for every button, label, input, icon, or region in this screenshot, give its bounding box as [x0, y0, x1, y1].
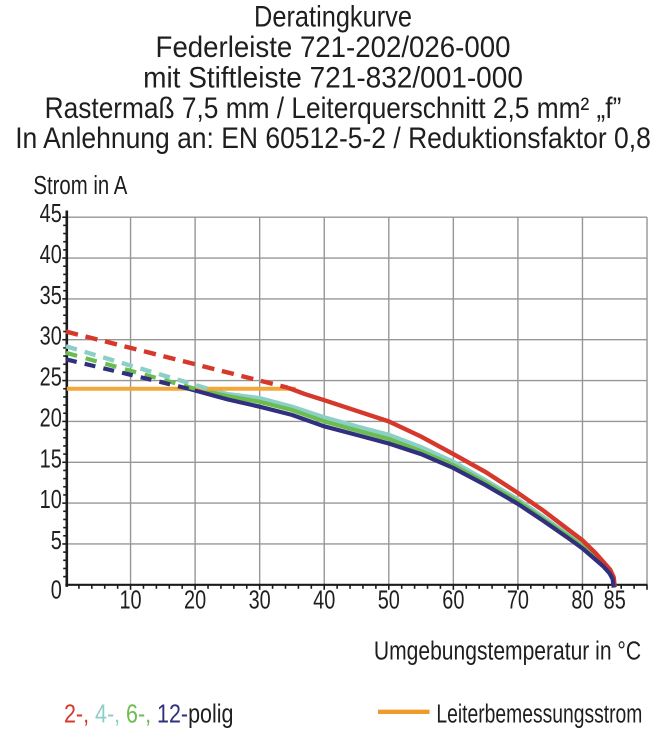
svg-text:Strom in A: Strom in A — [33, 171, 127, 200]
svg-text:25: 25 — [40, 362, 62, 391]
svg-text:35: 35 — [40, 280, 62, 309]
svg-text:10: 10 — [40, 485, 62, 514]
svg-text:Leiterbemessungsstrom: Leiterbemessungsstrom — [436, 700, 642, 728]
svg-text:20: 20 — [40, 403, 62, 432]
svg-text:60: 60 — [442, 585, 464, 614]
svg-text:mit Stiftleiste 721-832/001-00: mit Stiftleiste 721-832/001-000 — [143, 62, 523, 95]
svg-text:Rastermaß 7,5 mm / Leiterquers: Rastermaß 7,5 mm / Leiterquerschnitt 2,5… — [45, 91, 622, 124]
svg-text:Federleiste 721-202/026-000: Federleiste 721-202/026-000 — [156, 31, 511, 64]
svg-text:Deratingkurve: Deratingkurve — [254, 0, 412, 33]
svg-text:10: 10 — [119, 585, 141, 614]
svg-text:20: 20 — [184, 585, 206, 614]
svg-text:In Anlehnung an: EN 60512-5-2: In Anlehnung an: EN 60512-5-2 / Reduktio… — [15, 122, 651, 155]
svg-text:45: 45 — [40, 199, 62, 228]
svg-text:40: 40 — [40, 240, 62, 269]
svg-text:0: 0 — [51, 575, 62, 604]
svg-text:30: 30 — [40, 321, 62, 350]
svg-text:15: 15 — [40, 444, 62, 473]
svg-text:50: 50 — [378, 585, 400, 614]
svg-text:40: 40 — [313, 585, 335, 614]
svg-text:30: 30 — [249, 585, 271, 614]
svg-text:85: 85 — [604, 585, 626, 614]
svg-text:2-, 4-, 6-, 12-polig: 2-, 4-, 6-, 12-polig — [64, 700, 233, 728]
svg-text:70: 70 — [507, 585, 529, 614]
svg-text:5: 5 — [51, 526, 62, 555]
svg-text:Umgebungstemperatur in °C: Umgebungstemperatur in °C — [374, 637, 641, 665]
svg-text:80: 80 — [571, 585, 593, 614]
